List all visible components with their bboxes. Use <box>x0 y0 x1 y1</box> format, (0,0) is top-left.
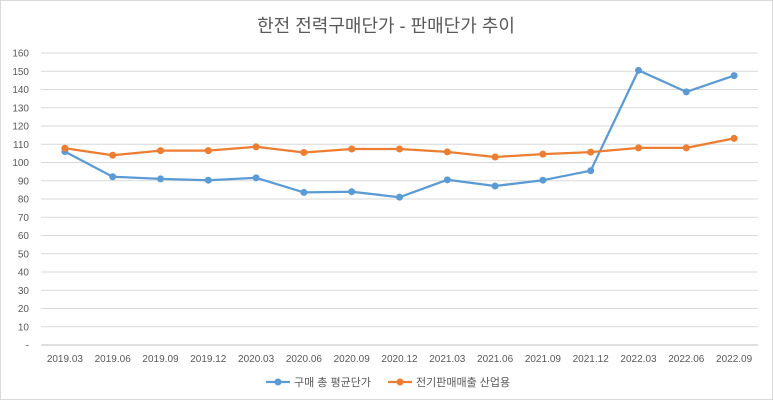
data-point <box>61 144 69 152</box>
y-tick-label: 130 <box>12 103 29 114</box>
x-tick-label: 2019.03 <box>47 354 84 365</box>
data-point <box>635 144 642 152</box>
data-point <box>491 153 499 161</box>
x-tick-label: 2020.09 <box>334 354 371 365</box>
data-point <box>157 175 164 183</box>
y-tick-label: 110 <box>13 140 29 151</box>
data-point <box>157 147 164 155</box>
y-tick-label: 80 <box>18 195 30 206</box>
y-tick-label: 120 <box>12 122 29 133</box>
legend-label: 전기판매매출 산업용 <box>416 376 510 389</box>
chart-title: 한전 전력구매단가 - 판매단가 추이 <box>257 16 515 36</box>
data-point <box>109 151 117 159</box>
data-point <box>491 182 499 190</box>
x-tick-label: 2020.06 <box>286 354 323 365</box>
series-lines <box>61 66 738 201</box>
legend-label: 구매 총 평균단가 <box>294 376 371 389</box>
data-point <box>682 88 690 96</box>
data-point <box>204 147 212 155</box>
y-tick-label: 50 <box>18 249 30 260</box>
legend-swatch-marker <box>396 378 404 386</box>
y-tick-label: 40 <box>18 268 30 279</box>
data-point <box>730 134 738 142</box>
data-point <box>539 176 547 184</box>
data-point <box>443 148 451 156</box>
x-tick-label: 2022.03 <box>620 354 657 365</box>
x-tick-label: 2020.03 <box>238 354 275 365</box>
data-point <box>252 143 260 151</box>
x-tick-label: 2021.06 <box>477 354 514 365</box>
legend-item: 구매 총 평균단가 <box>266 376 371 389</box>
y-tick-label: 30 <box>18 286 30 297</box>
y-tick-label: 140 <box>12 85 29 96</box>
x-axis-ticks: 2019.03 2019.06 2019.09 2019.12 2020.03 2020.… <box>47 354 753 365</box>
x-tick-label: 2021.09 <box>525 354 562 365</box>
data-point <box>252 174 260 182</box>
y-tick-label: - <box>26 341 29 352</box>
legend: 구매 총 평균단가 전기판매매출 산업용 <box>266 376 510 389</box>
data-point <box>348 188 356 196</box>
y-tick-label: 150 <box>12 67 29 78</box>
data-point <box>730 72 738 80</box>
series-2 <box>61 134 738 161</box>
x-tick-label: 2019.09 <box>142 354 179 365</box>
data-point <box>348 145 356 153</box>
legend-item: 전기판매매출 산업용 <box>388 376 510 389</box>
y-tick-label: 60 <box>18 231 30 242</box>
x-tick-label: 2019.12 <box>190 354 227 365</box>
y-tick-label: 160 <box>12 49 29 60</box>
x-tick-label: 2021.03 <box>429 354 466 365</box>
data-point <box>300 148 308 156</box>
x-tick-label: 2020.12 <box>381 354 418 365</box>
series-1 <box>61 66 738 201</box>
data-point <box>682 144 690 152</box>
y-tick-label: 90 <box>18 176 30 187</box>
data-point <box>396 145 403 153</box>
data-point <box>443 176 451 184</box>
data-point <box>204 176 212 184</box>
data-point <box>300 188 308 196</box>
y-tick-label: 20 <box>18 304 30 315</box>
data-point <box>396 193 403 201</box>
data-point <box>109 173 117 181</box>
x-tick-label: 2021.12 <box>573 354 610 365</box>
x-tick-label: 2022.06 <box>668 354 705 365</box>
gridlines <box>41 52 758 346</box>
data-point <box>587 148 595 156</box>
legend-swatch-marker <box>274 378 282 386</box>
y-tick-label: 100 <box>12 158 29 169</box>
y-tick-label: 10 <box>18 322 30 333</box>
y-tick-label: 70 <box>18 213 30 224</box>
data-point <box>539 150 547 158</box>
x-tick-label: 2019.06 <box>95 354 132 365</box>
x-tick-label: 2022.09 <box>716 354 753 365</box>
data-point <box>587 167 595 175</box>
data-point <box>635 66 642 74</box>
y-axis-ticks: - 10 20 30 40 50 60 70 80 90 100 110 120 130 140 150 160 <box>12 49 29 352</box>
